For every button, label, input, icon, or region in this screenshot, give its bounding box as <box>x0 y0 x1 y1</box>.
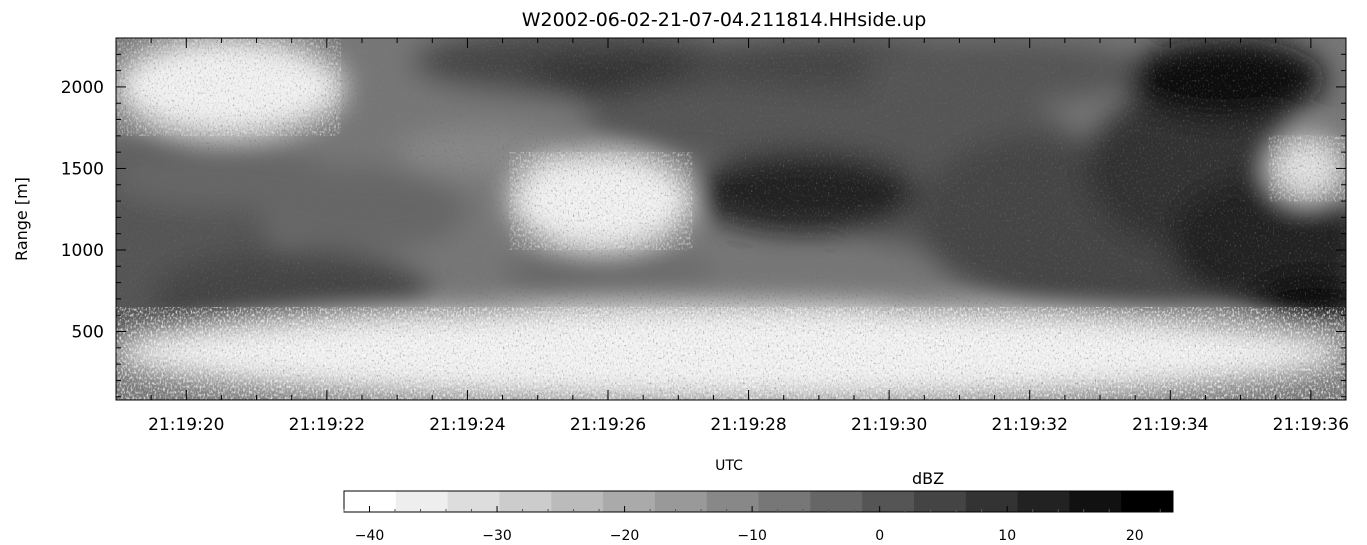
colorbar-swatch <box>395 491 449 512</box>
colorbar-swatch <box>1069 491 1122 512</box>
colorbar-tick-label: 20 <box>1126 528 1144 544</box>
colorbar-tick-label: −10 <box>737 528 767 544</box>
x-tick-label: 21:19:28 <box>710 415 786 435</box>
y-axis-label: Range [m] <box>12 177 31 261</box>
colorbar-swatch <box>862 491 915 512</box>
colorbar-swatch <box>447 491 500 512</box>
colorbar-swatch <box>913 491 967 512</box>
x-axis-label: UTC <box>715 458 743 474</box>
x-tick-label: 21:19:32 <box>992 415 1068 435</box>
x-tick-label: 21:19:24 <box>429 415 505 435</box>
colorbar-tick-label: 0 <box>875 528 884 544</box>
y-tick-label: 1500 <box>61 159 104 179</box>
colorbar-label: dBZ <box>912 469 944 488</box>
colorbar-frame <box>343 490 1174 513</box>
colorbar-swatch <box>965 491 1019 512</box>
colorbar-swatch <box>810 491 863 512</box>
colorbar-swatch <box>758 491 811 512</box>
x-tick-label: 21:19:34 <box>1132 415 1208 435</box>
chart-title: W2002-06-02-21-07-04.211814.HHside.up <box>522 9 927 31</box>
colorbar-tick-label: −40 <box>355 528 385 544</box>
y-tick-label: 500 <box>72 323 104 343</box>
heatmap-speckle <box>509 152 693 250</box>
x-tick-label: 21:19:20 <box>148 415 224 435</box>
colorbar-swatch <box>1017 491 1070 512</box>
colorbar-tick-label: 10 <box>998 528 1016 544</box>
y-axis: 500 1000 1500 2000 <box>61 37 1346 398</box>
y-tick-label: 1000 <box>61 241 104 261</box>
heatmap-clutter-speckle <box>116 307 1346 400</box>
heatmap-speckle <box>1268 135 1346 202</box>
x-tick-label: 21:19:30 <box>851 415 927 435</box>
colorbar-tick-label: −30 <box>482 528 512 544</box>
reflectivity-heatmap <box>116 38 1346 400</box>
colorbar-swatch <box>603 491 656 512</box>
x-axis: 21:19:20 21:19:22 21:19:24 21:19:26 21:19:28… <box>115 38 1349 435</box>
x-tick-label: 21:19:22 <box>289 415 365 435</box>
colorbar: −40 −30 −20 −10 0 10 20 <box>343 490 1174 544</box>
colorbar-tick-label: −20 <box>610 528 640 544</box>
colorbar-swatch <box>344 491 397 512</box>
colorbar-swatch <box>499 491 552 512</box>
colorbar-swatch <box>706 491 759 512</box>
x-tick-label: 21:19:26 <box>570 415 646 435</box>
y-tick-label: 2000 <box>61 78 104 98</box>
x-tick-label: 21:19:36 <box>1273 415 1349 435</box>
heatmap-speckle <box>116 38 341 136</box>
plot-frame <box>115 37 1347 401</box>
colorbar-swatch <box>654 491 708 512</box>
colorbar-swatch <box>1121 491 1174 512</box>
colorbar-swatch <box>551 491 604 512</box>
